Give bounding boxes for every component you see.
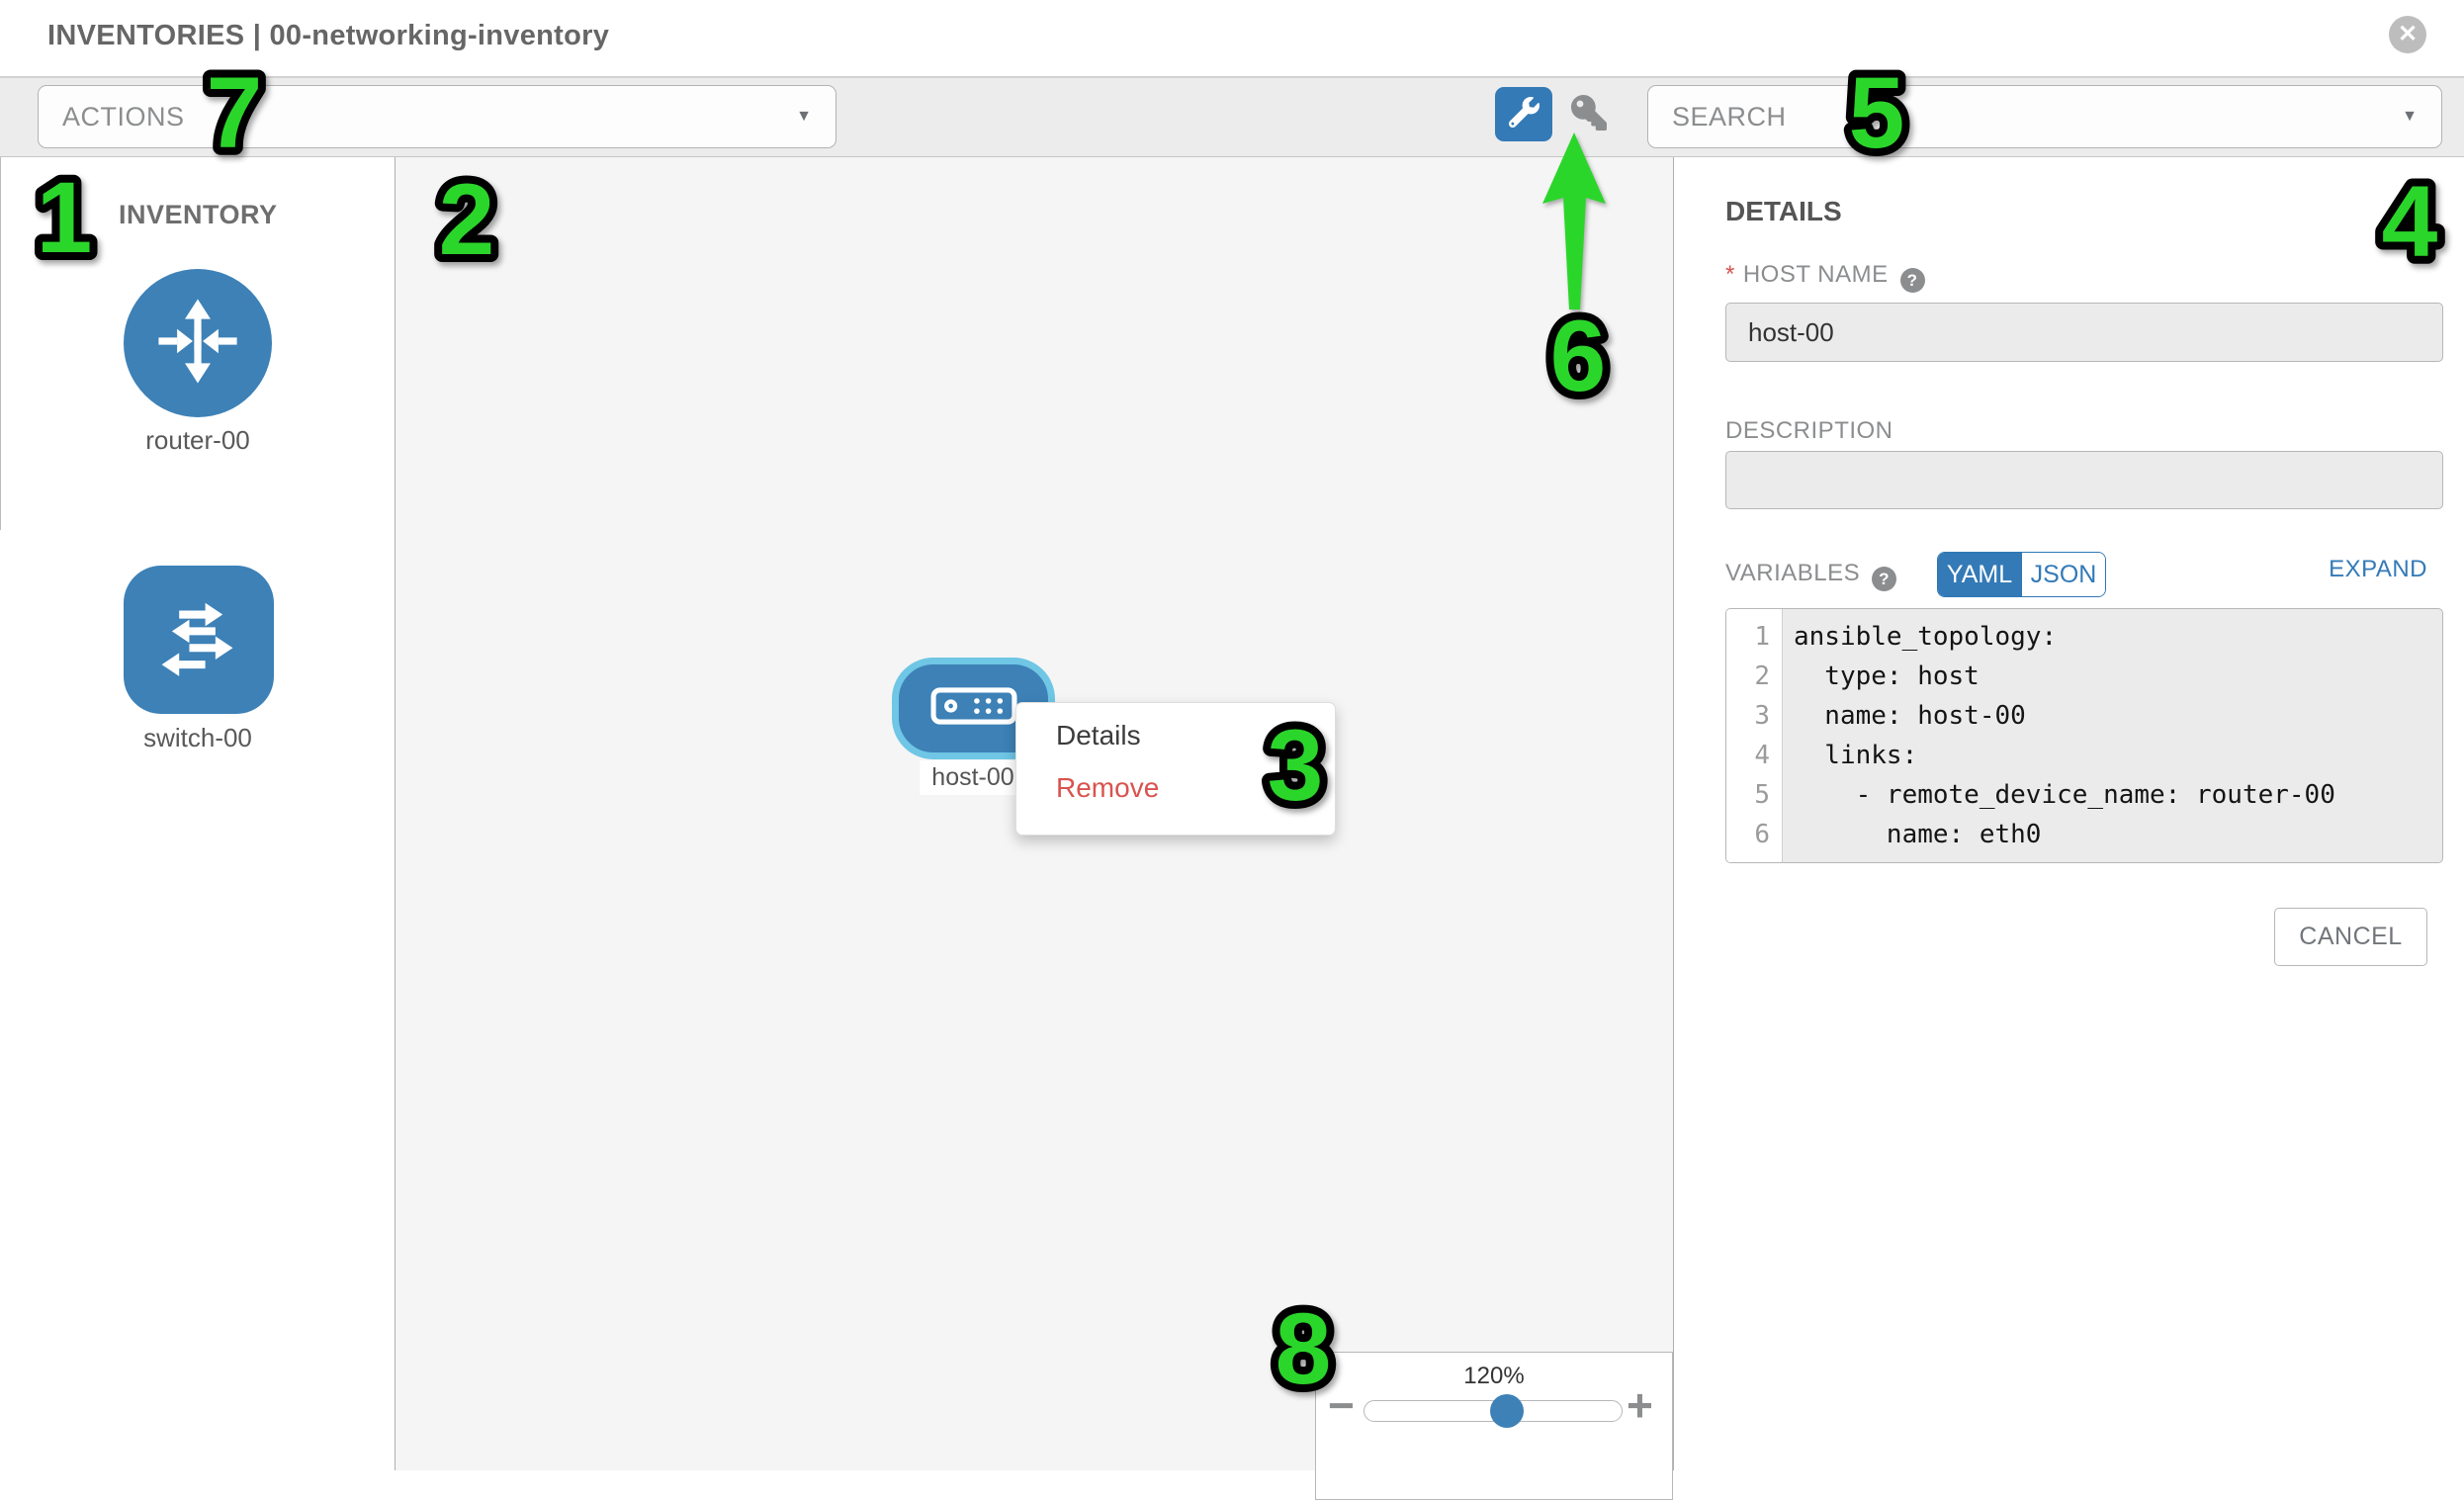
code-line: 6 name: eth0: [1754, 820, 2042, 849]
zoom-out-button[interactable]: −: [1328, 1379, 1355, 1431]
toolbar-tools-button[interactable]: [1495, 87, 1552, 141]
close-button[interactable]: ✕: [2389, 16, 2426, 53]
sidebar-item-switch-label: switch-00: [143, 723, 252, 752]
details-panel-title: DETAILS: [1725, 196, 1842, 226]
variables-label: VARIABLES?: [1725, 560, 1897, 591]
sidebar-item-router[interactable]: [124, 269, 272, 417]
actions-dropdown-label: ACTIONS: [62, 102, 185, 132]
switch-icon: [144, 583, 253, 697]
host-node-label: host-00: [920, 760, 1026, 795]
host-name-input[interactable]: [1725, 303, 2443, 362]
required-marker: *: [1725, 261, 1735, 288]
code-line: 5 - remote_device_name: router-00: [1754, 780, 2335, 810]
actions-dropdown[interactable]: ACTIONS ▼: [38, 85, 836, 148]
code-line: 7 remote_interface_name: eth0: [1726, 854, 2442, 862]
search-dropdown-label: SEARCH: [1672, 102, 1787, 132]
key-icon: [1571, 94, 1607, 135]
chevron-down-icon: ▼: [796, 108, 812, 125]
wrench-icon: [1508, 96, 1540, 132]
node-context-menu: Details Remove: [1015, 702, 1336, 836]
toolbar: ACTIONS ▼ SEARCH ▼: [0, 78, 2464, 157]
help-icon[interactable]: ?: [1872, 567, 1897, 591]
host-icon: [930, 687, 1017, 730]
zoom-level-value: 120%: [1463, 1363, 1525, 1389]
chevron-down-icon: ▼: [2402, 108, 2418, 125]
code-lines: 1 ansible_topology: 2 type: host 3 name: …: [1726, 617, 2442, 862]
close-icon: ✕: [2397, 21, 2419, 47]
topology-canvas[interactable]: host-00 Details Remove 120% − +: [396, 156, 1673, 1500]
code-line: 3 name: host-00: [1754, 701, 2026, 731]
sidebar-item-router-label: router-00: [145, 425, 250, 455]
context-menu-details[interactable]: Details: [1056, 720, 1141, 750]
description-input[interactable]: [1725, 451, 2443, 509]
json-toggle-button[interactable]: JSON: [2021, 553, 2105, 596]
page-header: INVENTORIES | 00-networking-inventory ✕: [0, 0, 2464, 78]
sidebar-left-edge: [0, 156, 1, 530]
editor-gutter: [1726, 609, 1783, 862]
zoom-slider-handle[interactable]: [1490, 1394, 1524, 1428]
sidebar-title: INVENTORY: [119, 200, 278, 229]
variables-code-editor[interactable]: 1 ansible_topology: 2 type: host 3 name: …: [1725, 608, 2443, 863]
description-label: DESCRIPTION: [1725, 417, 1893, 444]
sidebar-item-switch[interactable]: [124, 566, 274, 714]
variables-format-toggle: YAML JSON: [1937, 552, 2106, 597]
yaml-toggle-button[interactable]: YAML: [1938, 553, 2021, 596]
zoom-control-panel: 120% − +: [1315, 1352, 1673, 1500]
zoom-in-button[interactable]: +: [1627, 1379, 1653, 1431]
toolbar-key-button[interactable]: [1570, 94, 1608, 135]
router-icon: [144, 288, 251, 399]
cancel-button[interactable]: CANCEL: [2274, 908, 2427, 966]
code-line: 1 ansible_topology:: [1754, 622, 2058, 652]
inventory-sidebar: INVENTORY router-00: [0, 156, 396, 1470]
host-name-label: * HOST NAME?: [1725, 261, 1925, 293]
code-line: 4 links:: [1754, 741, 1918, 770]
help-icon[interactable]: ?: [1899, 268, 1925, 293]
details-panel: DETAILS *HOST NAME? DESCRIPTION VARIABLE…: [1673, 156, 2464, 1470]
page-title: INVENTORIES | 00-networking-inventory: [47, 20, 610, 51]
expand-link[interactable]: EXPAND: [2329, 556, 2427, 582]
code-line: 2 type: host: [1754, 662, 1980, 691]
context-menu-remove[interactable]: Remove: [1056, 772, 1160, 803]
host-node[interactable]: [892, 658, 1055, 759]
search-dropdown[interactable]: SEARCH ▼: [1647, 85, 2442, 148]
